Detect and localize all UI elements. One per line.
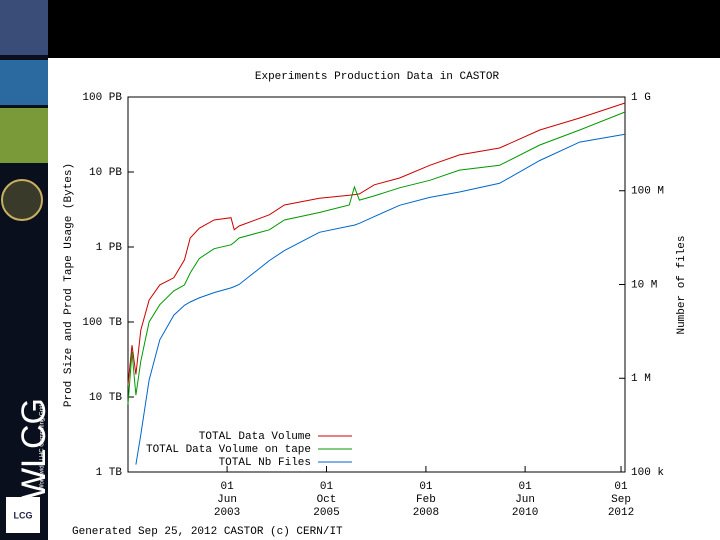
x-tick-label: 01 Oct 2005 — [313, 481, 339, 519]
badge-text: LCG — [14, 510, 33, 520]
legend-label: TOTAL Data Volume — [199, 431, 311, 443]
x-tick-label: 01 Sep 2012 — [608, 481, 634, 519]
corner — [693, 58, 720, 62]
y2-tick-label: 100 k — [631, 467, 664, 479]
sidebar-globe — [1, 179, 43, 221]
footer: Generated Sep 25, 2012 CASTOR (c) CERN/I… — [72, 526, 343, 538]
y2-axis-label: Number of files — [676, 235, 688, 334]
series-line — [127, 102, 626, 385]
logo-subtitle: Worldwide LHC Computing Grid — [40, 405, 46, 490]
x-tick-label: 01 Jun 2010 — [512, 481, 538, 519]
legend-label: TOTAL Data Volume on tape — [146, 444, 311, 456]
y-tick-label: 10 PB — [89, 167, 122, 179]
y-tick-label: 10 TB — [89, 392, 122, 404]
legend-label: TOTAL Nb Files — [219, 457, 311, 469]
series-line — [135, 133, 626, 465]
x-tick-label: 01 Feb 2008 — [413, 481, 439, 519]
sidebar-image — [0, 0, 48, 55]
sidebar-image — [0, 108, 48, 163]
logo: WLCG — [15, 398, 53, 500]
x-tick-label: 01 Jun 2003 — [214, 481, 240, 519]
plot-frame — [127, 96, 626, 473]
chart-title: Experiments Production Data in CASTOR — [255, 71, 500, 83]
y2-tick-label: 100 M — [631, 186, 664, 198]
top-band — [0, 0, 720, 58]
sidebar-image — [0, 60, 48, 105]
y2-tick-label: 1 G — [631, 92, 651, 104]
y-tick-label: 100 TB — [82, 317, 122, 329]
y-tick-label: 1 TB — [96, 467, 123, 479]
y-tick-label: 100 PB — [82, 92, 122, 104]
y-tick-label: 1 PB — [96, 242, 123, 254]
y2-tick-label: 1 M — [631, 373, 651, 385]
y-axis-label: Prod Size and Prod Tape Usage (Bytes) — [63, 163, 75, 407]
y2-tick-label: 10 M — [631, 279, 657, 291]
badge — [6, 497, 40, 533]
series-line — [127, 111, 626, 405]
